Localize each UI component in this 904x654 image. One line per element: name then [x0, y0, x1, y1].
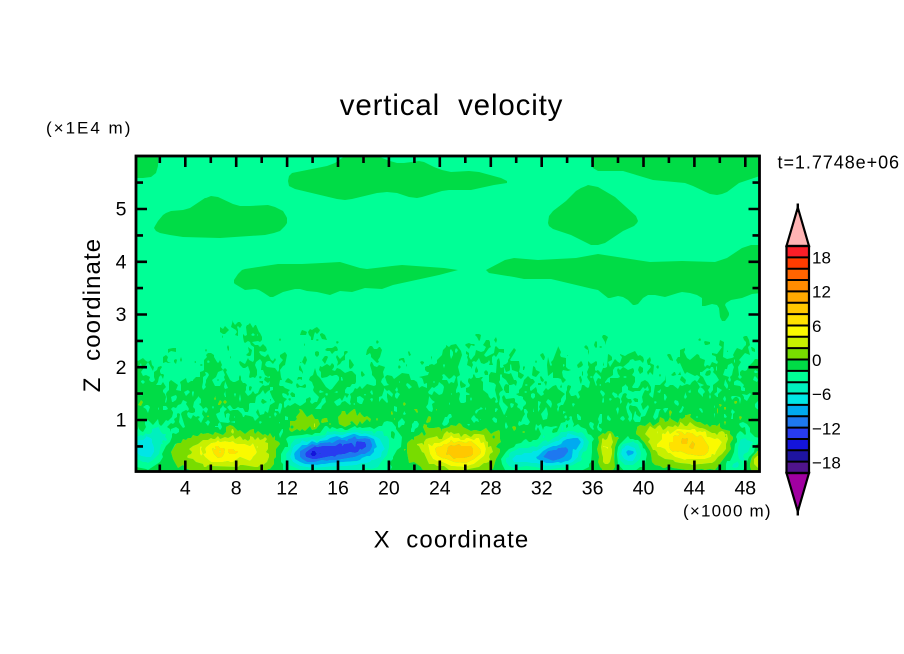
svg-text:2: 2: [116, 357, 127, 379]
svg-text:−18: −18: [812, 454, 841, 473]
svg-text:X coordinate: X coordinate: [374, 527, 530, 554]
svg-text:44: 44: [684, 478, 706, 500]
svg-text:18: 18: [812, 249, 831, 268]
svg-text:(×1E4 m): (×1E4 m): [46, 119, 132, 138]
svg-text:−6: −6: [812, 385, 831, 404]
svg-text:1: 1: [116, 410, 127, 432]
svg-text:12: 12: [812, 283, 831, 302]
svg-text:4: 4: [180, 478, 191, 500]
svg-text:0: 0: [812, 351, 821, 370]
svg-text:8: 8: [231, 478, 242, 500]
svg-text:36: 36: [582, 478, 604, 500]
svg-text:4: 4: [116, 251, 127, 273]
svg-text:5: 5: [116, 199, 127, 221]
svg-text:20: 20: [378, 478, 400, 500]
svg-text:−12: −12: [812, 419, 841, 438]
svg-text:28: 28: [480, 478, 502, 500]
svg-text:t=1.7748e+06: t=1.7748e+06: [778, 153, 901, 173]
svg-text:vertical velocity: vertical velocity: [340, 89, 564, 122]
svg-text:3: 3: [116, 304, 127, 326]
svg-text:Z coordinate: Z coordinate: [79, 238, 106, 392]
svg-text:(×1000 m): (×1000 m): [683, 502, 772, 521]
svg-text:16: 16: [327, 478, 349, 500]
svg-text:40: 40: [633, 478, 655, 500]
svg-text:32: 32: [531, 478, 553, 500]
svg-text:24: 24: [429, 478, 451, 500]
svg-text:48: 48: [734, 478, 756, 500]
svg-text:12: 12: [276, 478, 298, 500]
svg-text:6: 6: [812, 317, 821, 336]
